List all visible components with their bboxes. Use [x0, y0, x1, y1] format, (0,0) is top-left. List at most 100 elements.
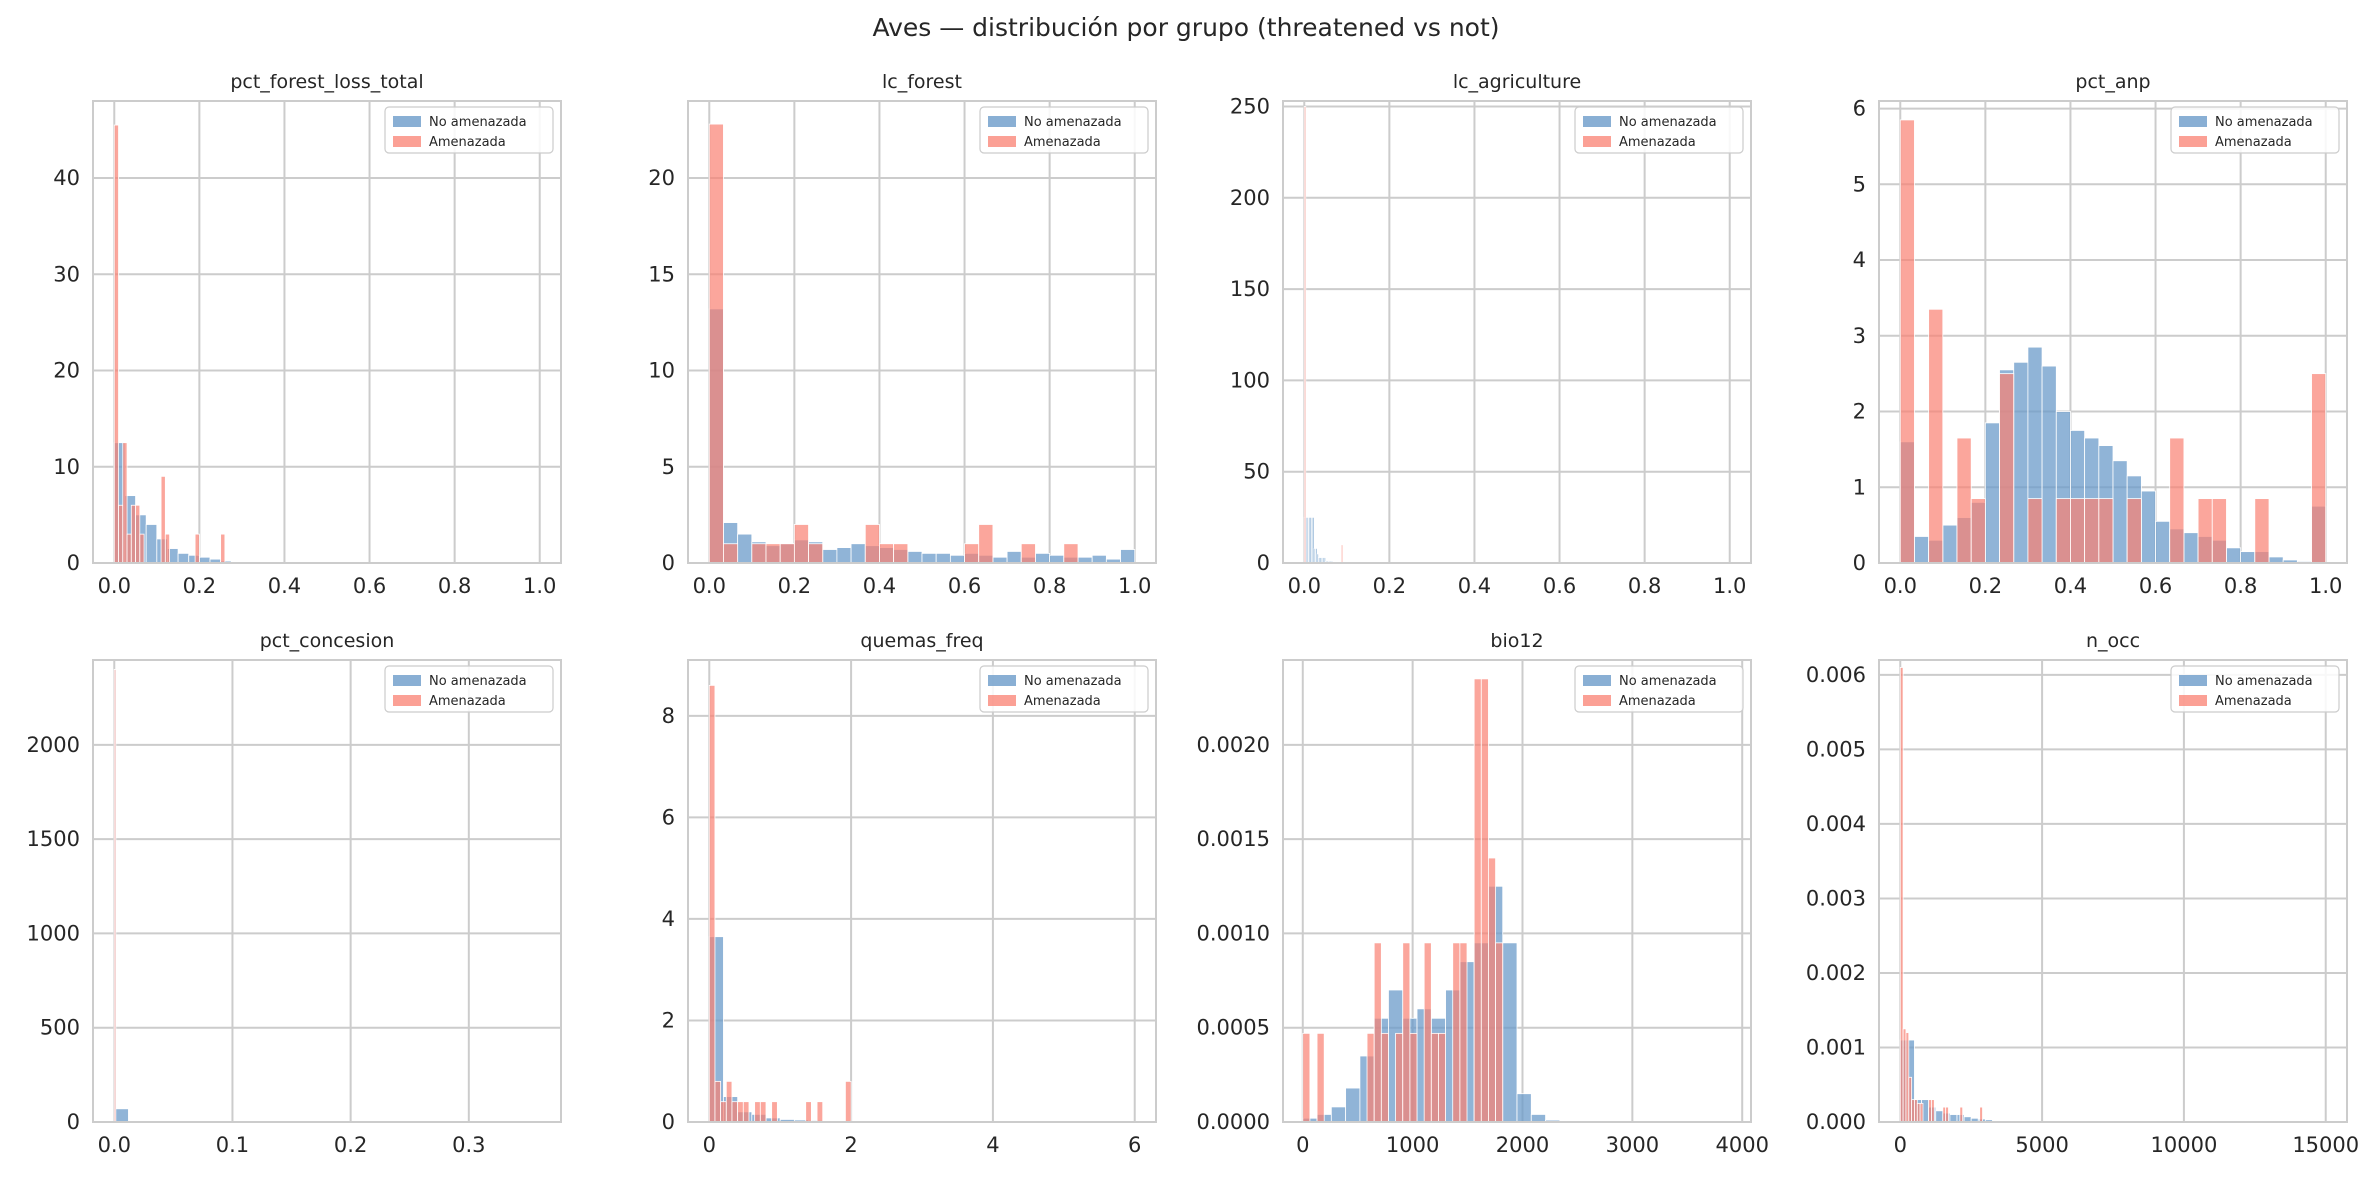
- histogram-bar: [135, 504, 141, 564]
- histogram-bar: [836, 547, 852, 564]
- legend-box: [1574, 106, 1744, 154]
- histogram-bar: [2211, 498, 2227, 564]
- x-tick-label: 0.8: [1628, 574, 1661, 598]
- legend-swatch-amenazada: [393, 695, 421, 706]
- histogram-bar: [2197, 498, 2213, 564]
- legend-label: No amenazada: [429, 674, 527, 689]
- y-tick-label: 150: [1230, 277, 1270, 301]
- subplot-title: pct_anp: [2075, 71, 2150, 93]
- x-tick-label: 0.8: [2224, 574, 2257, 598]
- subplot-title: n_occ: [2086, 630, 2140, 652]
- histogram-bar: [1480, 678, 1489, 1123]
- x-tick-label: 4: [986, 1133, 999, 1157]
- y-tick-label: 3: [1853, 324, 1866, 348]
- legend-label: Amenazada: [1024, 694, 1101, 709]
- histogram-bar: [1899, 119, 1915, 564]
- histogram-bar: [1931, 1099, 1935, 1123]
- y-tick-label: 15: [648, 262, 675, 286]
- histogram-bar: [822, 549, 838, 564]
- histogram-bar: [1438, 1032, 1446, 1123]
- histogram-bar: [1340, 544, 1344, 564]
- legend-label: Amenazada: [1619, 135, 1696, 150]
- x-tick-label: 2: [844, 1133, 857, 1157]
- y-tick-label: 20: [53, 359, 80, 383]
- y-tick-label: 4: [1853, 248, 1866, 272]
- histogram-bar: [1373, 942, 1382, 1123]
- x-tick-label: 0.8: [1033, 574, 1066, 598]
- histogram-bar: [2169, 437, 2185, 564]
- subplot-grid: pct_forest_loss_total 0.0 0.2 0.4 0.6 0.8 1.0 0…: [27, 71, 2360, 1157]
- histogram-bar: [1366, 1032, 1375, 1123]
- legend-swatch-no-amenazada: [393, 116, 421, 127]
- histogram-bar: [1916, 1102, 1921, 1123]
- histogram-bar: [2027, 498, 2043, 564]
- x-tick-label: 4000: [1715, 1133, 1768, 1157]
- x-tick-label: 0.0: [693, 574, 726, 598]
- y-tick-label: 0.000: [1806, 1110, 1866, 1134]
- histogram-bar: [1919, 1102, 1924, 1123]
- histogram-bar: [964, 543, 980, 564]
- legend-box: [2170, 665, 2340, 713]
- histogram-bar: [1488, 857, 1496, 1123]
- histogram-bar: [1091, 554, 1107, 564]
- histogram-bar: [1035, 552, 1051, 564]
- subplot-title: bio12: [1490, 630, 1543, 652]
- x-tick-label: 0.4: [2054, 574, 2087, 598]
- subplot-title: lc_forest: [882, 71, 962, 93]
- x-tick-label: 0.4: [863, 574, 896, 598]
- legend-box: [979, 106, 1149, 154]
- histogram-bar: [737, 1101, 744, 1123]
- subplot-title: lc_agriculture: [1453, 71, 1581, 93]
- histogram-bar: [978, 524, 994, 564]
- histogram-bar: [145, 524, 158, 564]
- y-tick-label: 0: [1257, 551, 1270, 575]
- histogram-bar: [1502, 942, 1518, 1123]
- x-tick-label: 3000: [1606, 1133, 1659, 1157]
- y-tick-label: 1000: [27, 921, 80, 945]
- legend-label: Amenazada: [429, 694, 506, 709]
- legend-label: Amenazada: [2215, 135, 2292, 150]
- x-tick-label: 0.6: [1543, 574, 1576, 598]
- legend-swatch-amenazada: [393, 136, 421, 147]
- y-tick-label: 6: [1853, 97, 1866, 121]
- x-tick-label: 1.0: [1118, 574, 1151, 598]
- histogram-bar: [1395, 1032, 1404, 1123]
- histogram-bar: [220, 533, 226, 564]
- y-tick-label: 0: [1853, 551, 1866, 575]
- legend-swatch-amenazada: [988, 695, 1016, 706]
- y-tick-label: 2: [1853, 400, 1866, 424]
- x-tick-label: 6: [1128, 1133, 1141, 1157]
- legend-box: [1574, 665, 1744, 713]
- histogram-bar: [194, 533, 200, 564]
- histogram-bar: [1959, 1106, 1964, 1123]
- histogram-bar: [1316, 1032, 1325, 1123]
- histogram-bar: [2311, 373, 2327, 564]
- x-tick-label: 0.0: [98, 574, 131, 598]
- y-tick-label: 0.0020: [1197, 733, 1270, 757]
- y-tick-label: 30: [53, 262, 80, 286]
- y-tick-label: 50: [1243, 460, 1270, 484]
- histogram-bar: [714, 1080, 722, 1123]
- legend-label: No amenazada: [1024, 674, 1122, 689]
- y-tick-label: 5: [662, 455, 675, 479]
- histogram-bar: [2240, 551, 2256, 564]
- histogram-bar: [1970, 498, 1986, 564]
- y-tick-label: 0.004: [1806, 812, 1866, 836]
- histogram-bar: [2183, 532, 2199, 564]
- histogram-bar: [723, 543, 739, 564]
- histogram-bar: [850, 543, 866, 564]
- legend-swatch-no-amenazada: [988, 116, 1016, 127]
- histogram-bar: [1516, 1093, 1532, 1123]
- subplot-pct-forest-loss-total: pct_forest_loss_total 0.0 0.2 0.4 0.6 0.8 1.0 0…: [53, 71, 562, 598]
- y-tick-label: 5: [1853, 172, 1866, 196]
- histogram-bar: [1979, 1106, 1983, 1123]
- y-tick-label: 0.0015: [1197, 827, 1270, 851]
- axes-frame: [1878, 659, 2348, 1123]
- x-tick-label: 0.8: [438, 574, 471, 598]
- y-tick-label: 100: [1230, 368, 1270, 392]
- legend-label: No amenazada: [1024, 115, 1122, 130]
- histogram-bar: [1905, 1032, 1910, 1123]
- histogram-bar: [805, 1101, 812, 1123]
- histogram-bar: [1928, 1099, 1932, 1123]
- legend: No amenazada Amenazada: [384, 106, 554, 154]
